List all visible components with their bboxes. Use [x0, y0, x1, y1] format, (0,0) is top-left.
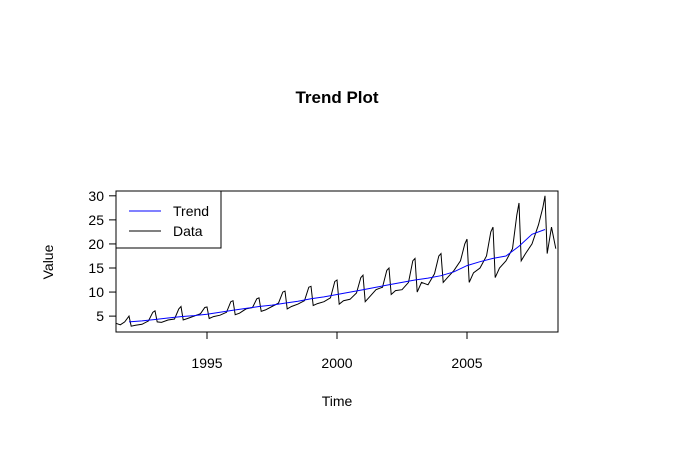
y-tick-label: 30	[88, 188, 104, 204]
legend: Trend Data	[115, 190, 222, 249]
y-tick-label: 10	[88, 284, 104, 300]
legend-label-data: Data	[173, 223, 203, 239]
series-line-trend	[128, 229, 546, 323]
x-tick-label: 1995	[191, 355, 222, 371]
y-tick-label: 25	[88, 212, 104, 228]
chart-title: Trend Plot	[295, 88, 378, 107]
series-line-data	[115, 195, 557, 327]
y-axis-label: Value	[40, 244, 56, 279]
y-axis: 5 10 15 20 25 30	[88, 188, 117, 324]
series-layer	[115, 195, 557, 327]
x-tick-label: 2005	[451, 355, 482, 371]
legend-label-trend: Trend	[173, 203, 209, 219]
y-tick-label: 20	[88, 236, 104, 252]
x-axis-label: Time	[322, 393, 353, 409]
y-tick-label: 15	[88, 260, 104, 276]
x-tick-label: 2000	[321, 355, 352, 371]
y-tick-label: 5	[96, 308, 104, 324]
legend-box	[115, 190, 222, 249]
x-axis: 1995 2000 2005	[191, 331, 483, 371]
